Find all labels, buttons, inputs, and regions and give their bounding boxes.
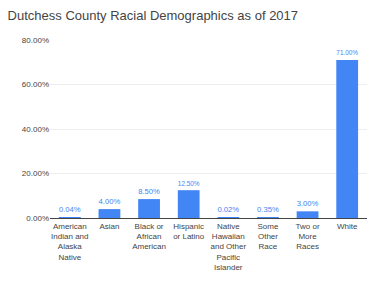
svg-text:0.00%: 0.00% xyxy=(26,214,49,223)
svg-text:AmericanIndian andAlaskaNative: AmericanIndian andAlaskaNative xyxy=(51,222,88,262)
svg-text:Asian: Asian xyxy=(99,222,119,231)
svg-text:SomeOtherRace: SomeOtherRace xyxy=(257,222,278,252)
svg-text:8.50%: 8.50% xyxy=(138,187,160,196)
svg-text:White: White xyxy=(337,222,358,231)
svg-text:12.50%: 12.50% xyxy=(178,180,200,187)
svg-text:71.00%: 71.00% xyxy=(336,49,358,56)
svg-text:NativeHawaiianand OtherPacific: NativeHawaiianand OtherPacificIslander xyxy=(211,222,247,273)
svg-text:Hispanicor Latino: Hispanicor Latino xyxy=(173,222,205,241)
svg-text:60.00%: 60.00% xyxy=(22,80,49,89)
svg-text:4.00%: 4.00% xyxy=(99,197,121,206)
svg-text:40.00%: 40.00% xyxy=(22,125,49,134)
svg-text:Black orAfricanAmerican: Black orAfricanAmerican xyxy=(132,222,166,252)
svg-text:0.35%: 0.35% xyxy=(257,205,279,214)
svg-text:Dutchess County Racial Demogra: Dutchess County Racial Demographics as o… xyxy=(8,8,298,23)
svg-text:0.02%: 0.02% xyxy=(217,205,239,214)
svg-text:80.00%: 80.00% xyxy=(22,36,49,45)
svg-text:Two orMoreRaces: Two orMoreRaces xyxy=(296,222,320,252)
svg-text:0.04%: 0.04% xyxy=(59,205,81,214)
svg-text:3.00%: 3.00% xyxy=(297,199,319,208)
svg-text:20.00%: 20.00% xyxy=(22,169,49,178)
